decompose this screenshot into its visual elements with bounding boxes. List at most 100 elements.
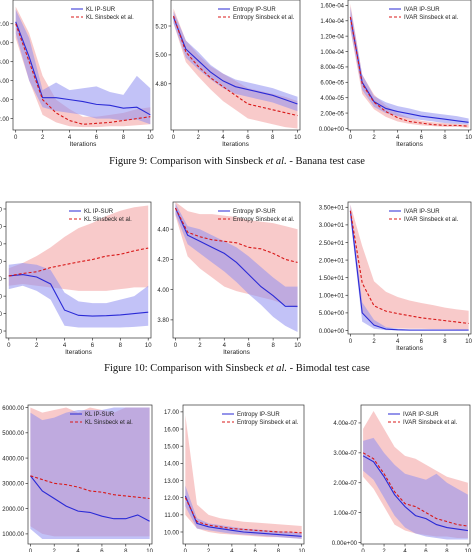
y-tick-label: 3000.00 xyxy=(2,482,24,488)
legend-entry: KL IP-SUR xyxy=(84,209,114,215)
y-tick-label: 8.00 xyxy=(0,60,10,66)
y-tick-label: 1.50e+01 xyxy=(319,276,345,282)
legend-entry: Entropy Sinsbeck et al. xyxy=(237,420,299,426)
plot-frame xyxy=(347,201,472,335)
legend-entry: KL Sinsbeck et al. xyxy=(85,420,133,426)
series-band-ipsur xyxy=(350,6,469,125)
y-tick-label: 6.00 xyxy=(0,79,10,85)
y-tick-label: 4.00 xyxy=(0,98,10,104)
series-line-sinsbeck xyxy=(172,15,298,117)
x-axis-label: Iterations xyxy=(222,141,249,148)
y-tick-label: 4.80 xyxy=(155,82,167,88)
series-band-ipsur xyxy=(30,407,150,539)
plot-area xyxy=(174,202,298,332)
x-tick-label: 2 xyxy=(197,135,201,141)
series-line-sinsbeck xyxy=(30,475,150,500)
y-tick-label: 2.00 xyxy=(0,117,10,123)
x-tick-label: 8 xyxy=(122,135,126,141)
x-tick-label: 6 xyxy=(247,343,251,349)
x-tick-label: 8 xyxy=(443,135,447,141)
x-tick-label: 0 xyxy=(174,343,178,349)
y-tick-label: 1.40e-04 xyxy=(320,19,344,25)
x-tick-label: 2 xyxy=(207,549,211,552)
y-tick-label: 5000.00 xyxy=(2,431,24,437)
plot-area xyxy=(184,415,302,539)
x-tick-label: 4 xyxy=(396,135,400,141)
legend-entry: IVAR Sinsbeck et al. xyxy=(404,217,459,223)
x-tick-label: 0 xyxy=(172,135,176,141)
x-tick-label: 0 xyxy=(361,549,365,552)
x-tick-label: 2 xyxy=(35,343,39,349)
plot-frame xyxy=(347,0,472,131)
x-tick-label: 4 xyxy=(221,135,225,141)
x-axis-label: Iterations xyxy=(70,141,97,148)
series-line-sinsbeck xyxy=(349,210,469,324)
y-tick-label: 10.00 xyxy=(164,530,180,536)
x-axis-label: Iterations xyxy=(223,349,250,356)
x-tick-label: 2 xyxy=(372,135,376,141)
y-tick-label: 12.00 xyxy=(0,22,10,28)
y-tick-label: 2.00e+01 xyxy=(319,258,345,264)
x-tick-label: 10 xyxy=(294,343,301,349)
chart-panel-6: 1000.00 2000.00 3000.00 4000.00 5000.00 6000.… xyxy=(2,404,154,552)
series-band-ipsur xyxy=(15,9,151,125)
y-tick-label: 4000.00 xyxy=(2,456,24,462)
series-band-ipsur xyxy=(350,204,469,331)
y-tick-label: 13.00 xyxy=(164,479,180,485)
x-tick-label: 0 xyxy=(14,135,18,141)
series-line-ipsur xyxy=(15,21,151,116)
y-tick-label: 4.00e-05 xyxy=(320,96,344,102)
plot-frame xyxy=(360,404,471,545)
legend-entry: IVAR IP-SUR xyxy=(404,7,440,13)
legend-entry: IVAR IP-SUR xyxy=(403,412,439,418)
plot-frame xyxy=(27,404,153,545)
series-line-sinsbeck xyxy=(15,23,151,125)
y-tick-label: 6000.00 xyxy=(2,406,24,412)
x-tick-label: 0 xyxy=(349,339,353,345)
x-tick-label: 8 xyxy=(119,343,123,349)
series-band-ipsur xyxy=(175,203,298,332)
chart-panel-5: 0.00e+00 5.00e+00 1.00e+01 1.50e+01 2.00e+01… xyxy=(319,201,473,352)
legend-entry: IVAR Sinsbeck et al. xyxy=(403,420,458,426)
y-tick-label: 5.20 xyxy=(155,24,167,30)
x-tick-label: 2 xyxy=(372,339,376,345)
series-line-sinsbeck xyxy=(184,497,302,534)
y-tick-label: 3.80 xyxy=(157,318,169,324)
y-tick-label: 5.00e+00 xyxy=(319,311,345,317)
legend-entry: Entropy IP-SUR xyxy=(233,7,276,13)
x-tick-label: 2 xyxy=(41,135,45,141)
y-tick-label: 4.00 xyxy=(157,288,169,294)
x-tick-label: 6 xyxy=(420,135,424,141)
x-tick-label: 8 xyxy=(445,549,449,552)
series-line-ipsur xyxy=(184,495,302,537)
x-tick-label: 10 xyxy=(465,135,472,141)
x-tick-label: 8 xyxy=(271,343,275,349)
x-tick-label: 10 xyxy=(298,549,305,552)
y-tick-label: 0.00e+00 xyxy=(319,127,345,133)
series-band-ipsur xyxy=(8,263,149,328)
x-tick-label: 4 xyxy=(76,549,80,552)
x-tick-label: 0 xyxy=(7,343,11,349)
figure-9-caption: Figure 9: Comparison with Sinsbeck et al… xyxy=(109,156,365,167)
y-tick-label: 10.00 xyxy=(0,41,10,47)
figure-10-caption: Figure 10: Comparison with Sinsbeck et a… xyxy=(104,363,370,374)
plot-area xyxy=(349,3,469,128)
series-line-ipsur xyxy=(29,475,150,522)
x-tick-label: 4 xyxy=(63,343,67,349)
series-line-ipsur xyxy=(174,207,298,307)
x-tick-label: 6 xyxy=(246,135,250,141)
y-tick-label: 0.00e+00 xyxy=(319,329,345,335)
y-tick-label: 8.00e-05 xyxy=(320,65,344,71)
series-band-sinsbeck xyxy=(173,8,298,129)
plot-frame xyxy=(5,201,152,339)
y-tick-label: 2.50e+01 xyxy=(319,241,345,247)
y-tick-label: 1.60e-04 xyxy=(320,4,344,10)
y-tick-label: 15.00 xyxy=(164,444,180,450)
legend-entry: Entropy Sinsbeck et al. xyxy=(233,217,295,223)
y-tick-label: 2.00e-05 xyxy=(320,111,344,117)
x-tick-label: 8 xyxy=(124,549,128,552)
plot-area xyxy=(172,8,298,129)
y-tick-label: 1.00e-04 xyxy=(320,50,344,56)
y-tick-label: 14.00 xyxy=(164,462,180,468)
